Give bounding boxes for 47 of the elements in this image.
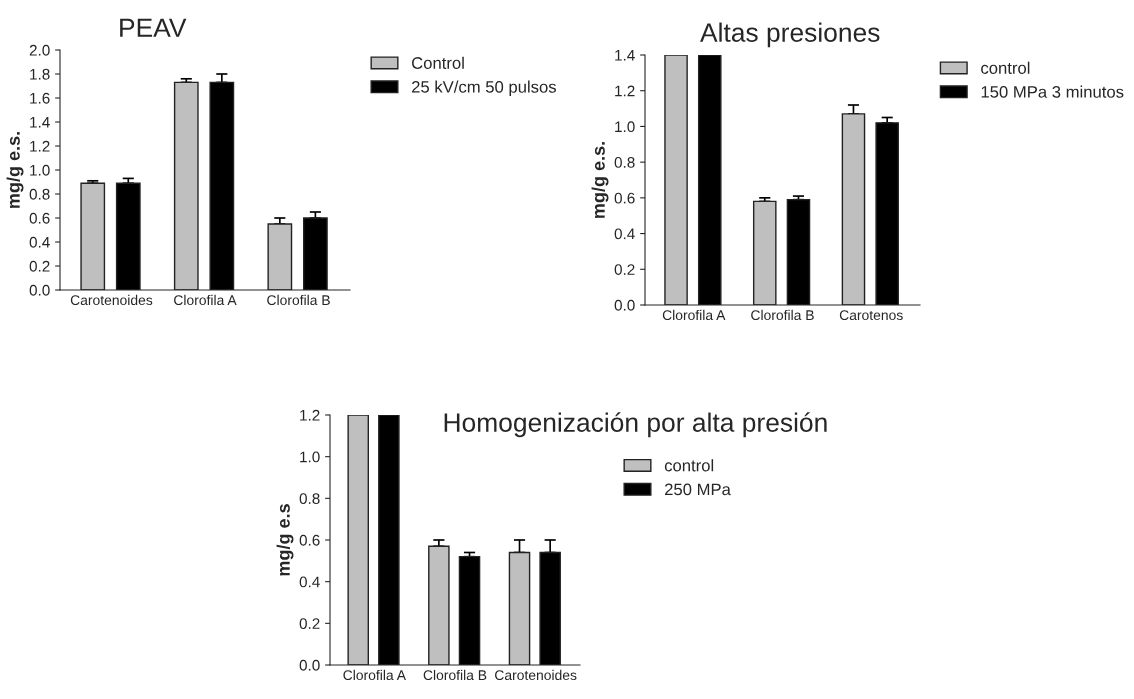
chart-title: Altas presiones — [700, 22, 880, 48]
y-tick-label: 1.0 — [615, 121, 635, 133]
y-tick-label: 0.8 — [299, 493, 320, 505]
legend-label: 25 kV/cm 50 pulsos — [412, 80, 557, 97]
y-tick-label: 0.4 — [299, 576, 320, 588]
y-tick-label: 1.4 — [615, 50, 635, 61]
x-tick-label: Clorofila B — [751, 309, 814, 321]
y-axis-title: mg/g e.s — [276, 504, 294, 576]
y-tick-label: 1.0 — [300, 451, 320, 463]
x-tick-label: Clorofila A — [174, 294, 237, 306]
y-tick-label: 0.8 — [29, 188, 50, 200]
y-tick-label: 0.8 — [614, 157, 635, 168]
y-tick-label: 2.0 — [29, 44, 50, 56]
legend-label: control — [664, 459, 714, 472]
y-axis-title: mg/g e.s. — [591, 142, 609, 218]
y-tick-label: 1.0 — [30, 164, 50, 176]
y-tick-label: 0.2 — [29, 260, 50, 272]
chart-title: PEAV — [120, 18, 187, 37]
y-tick-label: 0.6 — [29, 212, 50, 224]
y-tick-label: 0.0 — [299, 659, 320, 671]
y-tick-label: 1.4 — [30, 117, 50, 128]
y-tick-label: 1.2 — [300, 409, 320, 421]
x-tick-label: Carotenoides — [70, 294, 153, 306]
x-tick-label: Carotenos — [839, 310, 903, 321]
y-tick-label: 0.4 — [29, 236, 50, 248]
y-tick-label: 1.2 — [615, 85, 635, 97]
y-tick-label: 0.0 — [614, 299, 635, 311]
y-tick-label: 1.2 — [30, 140, 50, 152]
y-axis-title: mg/g e.s. — [6, 132, 24, 208]
x-tick-label: Clorofila A — [662, 309, 726, 321]
y-tick-label: 0.4 — [614, 228, 635, 240]
y-tick-label: 0.2 — [299, 618, 320, 630]
x-tick-label: Carotenoides — [495, 669, 577, 681]
y-tick-label: 0.2 — [614, 264, 635, 275]
y-tick-label: 0.0 — [29, 284, 50, 296]
y-tick-label: 1.8 — [30, 68, 50, 80]
legend-label: control — [981, 61, 1030, 74]
legend-label: Control — [412, 56, 464, 69]
x-tick-label: Clorofila A — [343, 669, 406, 681]
legend-label: 150 MPa 3 minutos — [981, 85, 1124, 98]
legend-label: 250 MPa — [665, 483, 731, 496]
y-tick-label: 1.6 — [30, 92, 50, 104]
y-tick-label: 0.6 — [614, 192, 635, 204]
y-tick-label: 0.6 — [299, 534, 320, 546]
x-tick-label: Clorofila B — [267, 294, 330, 306]
x-tick-label: Clorofila B — [423, 669, 487, 681]
text: Homogenización por alta presión — [444, 412, 827, 438]
